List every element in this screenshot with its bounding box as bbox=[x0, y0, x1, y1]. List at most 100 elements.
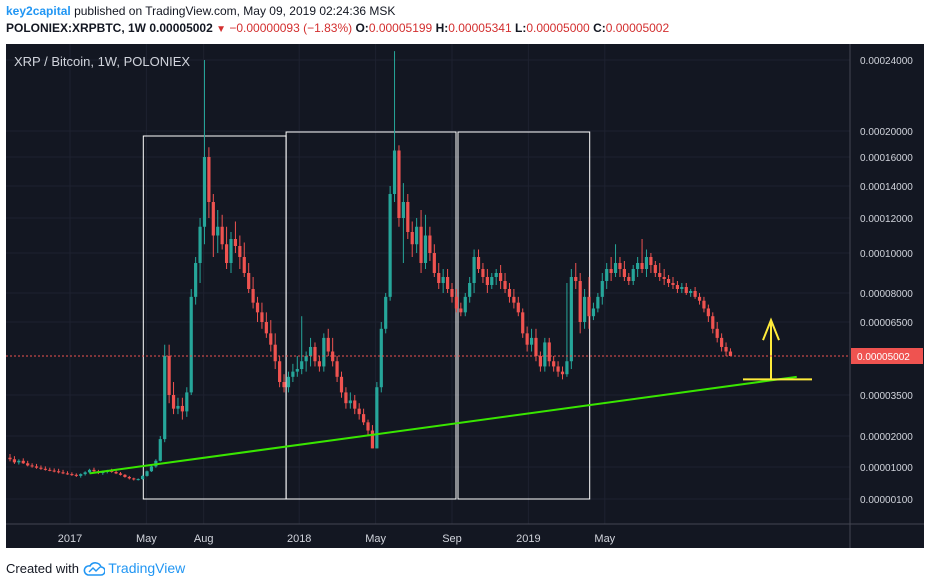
candle-body bbox=[485, 277, 489, 285]
candle-body bbox=[552, 361, 556, 367]
close-label: C: bbox=[593, 21, 606, 35]
candle-body bbox=[640, 263, 644, 269]
author-link[interactable]: key2capital bbox=[6, 4, 71, 18]
candle-body bbox=[724, 346, 728, 352]
down-triangle-icon: ▼ bbox=[216, 24, 227, 35]
candle-body bbox=[609, 269, 613, 273]
candle-body bbox=[357, 408, 361, 415]
candle-body bbox=[543, 342, 547, 367]
candle-body bbox=[344, 392, 348, 404]
candle-body bbox=[728, 351, 733, 356]
candle-body bbox=[57, 471, 61, 473]
candle-body bbox=[450, 289, 454, 297]
candle-body bbox=[189, 296, 193, 393]
candle-body bbox=[428, 235, 432, 253]
candle-body bbox=[123, 474, 127, 477]
candle-body bbox=[269, 333, 273, 345]
time-axis[interactable]: 2017 May Aug 2018 May Sep 2019 May bbox=[6, 523, 924, 545]
candle-body bbox=[432, 253, 436, 273]
candle-body bbox=[317, 361, 321, 367]
candle-body bbox=[286, 376, 291, 388]
candle-body bbox=[538, 356, 542, 367]
candle-body bbox=[702, 300, 706, 309]
candle-body bbox=[92, 469, 96, 472]
candle-body bbox=[348, 400, 352, 404]
chart-area[interactable]: 0.00024000 0.00020000 0.00016000 0.00014000… bbox=[6, 44, 924, 548]
candle-body bbox=[260, 312, 264, 322]
candle-body bbox=[397, 150, 401, 218]
price-change: −0.00000093 (−1.83%) bbox=[229, 21, 353, 35]
candle-body bbox=[715, 328, 719, 338]
candle-body bbox=[362, 414, 366, 423]
ohlc-line: POLONIEX:XRPBTC, 1W 0.00005002 ▼ −0.0000… bbox=[6, 21, 669, 35]
candle-body bbox=[171, 395, 176, 409]
candle-body bbox=[441, 277, 445, 283]
candle-body bbox=[79, 474, 83, 476]
candle-body bbox=[459, 308, 463, 313]
candle-body bbox=[282, 382, 286, 388]
candle-body bbox=[706, 308, 710, 317]
time-tick-label: May bbox=[594, 533, 615, 545]
candle-body bbox=[512, 296, 516, 303]
candle-body bbox=[233, 239, 238, 246]
candle-body bbox=[472, 257, 476, 283]
time-tick-label: 2017 bbox=[58, 533, 82, 545]
price-tick-label: 0.00006500 bbox=[860, 318, 913, 329]
candle-body bbox=[507, 289, 512, 297]
candle-body bbox=[194, 263, 198, 297]
candle-body bbox=[65, 473, 70, 475]
candle-body bbox=[437, 273, 441, 283]
candle-body bbox=[207, 157, 211, 202]
candle-body bbox=[375, 387, 379, 449]
high-value: 0.00005341 bbox=[448, 21, 512, 35]
candle-body bbox=[445, 277, 450, 289]
candle-body bbox=[17, 460, 21, 463]
candle-body bbox=[574, 277, 578, 281]
candle-body bbox=[39, 467, 43, 469]
candle-body bbox=[689, 291, 693, 293]
candle-body bbox=[322, 337, 326, 367]
candle-body bbox=[304, 356, 308, 362]
candle-body bbox=[711, 316, 715, 329]
high-label: H: bbox=[435, 21, 449, 35]
candle-body bbox=[335, 361, 339, 377]
tradingview-brand[interactable]: TradingView bbox=[108, 560, 186, 576]
price-tick-label: 0.00010000 bbox=[860, 249, 913, 260]
candle-body bbox=[547, 342, 551, 362]
open-label: O: bbox=[355, 21, 369, 35]
candle-body bbox=[644, 257, 649, 269]
price-tick-label: 0.00012000 bbox=[860, 214, 913, 225]
candle-body bbox=[494, 273, 498, 277]
candle-body bbox=[618, 263, 622, 269]
candle-body bbox=[83, 472, 87, 475]
time-tick-label: Aug bbox=[194, 533, 214, 545]
current-price-label: 0.00005002 bbox=[857, 352, 910, 363]
price-chart[interactable]: 0.00024000 0.00020000 0.00016000 0.00014000… bbox=[6, 44, 924, 548]
candle-body bbox=[521, 312, 525, 334]
price-axis[interactable]: 0.00024000 0.00020000 0.00016000 0.00014000… bbox=[849, 44, 923, 548]
candle-body bbox=[295, 369, 299, 372]
candle-body bbox=[61, 472, 65, 474]
candle-body bbox=[34, 466, 39, 468]
candle-body bbox=[605, 269, 609, 281]
candle-body bbox=[583, 296, 587, 322]
candle-body bbox=[671, 283, 675, 285]
candle-body bbox=[176, 405, 180, 409]
candle-body bbox=[158, 439, 162, 461]
candle-body bbox=[255, 302, 260, 313]
current-price-tag bbox=[851, 348, 923, 364]
candle-body bbox=[163, 356, 167, 440]
candle-body bbox=[70, 474, 74, 476]
candle-body bbox=[229, 239, 233, 263]
candle-body bbox=[680, 287, 684, 289]
candle-body bbox=[30, 465, 34, 467]
candle-body bbox=[185, 392, 189, 412]
candle-body bbox=[565, 361, 569, 375]
candle-body bbox=[370, 430, 375, 449]
price-tick-label: 0.00024000 bbox=[860, 56, 913, 67]
candle-body bbox=[264, 322, 268, 334]
candle-body bbox=[313, 346, 317, 362]
candle-body bbox=[560, 371, 565, 375]
candle-body bbox=[366, 422, 370, 431]
candle-body bbox=[525, 333, 529, 345]
